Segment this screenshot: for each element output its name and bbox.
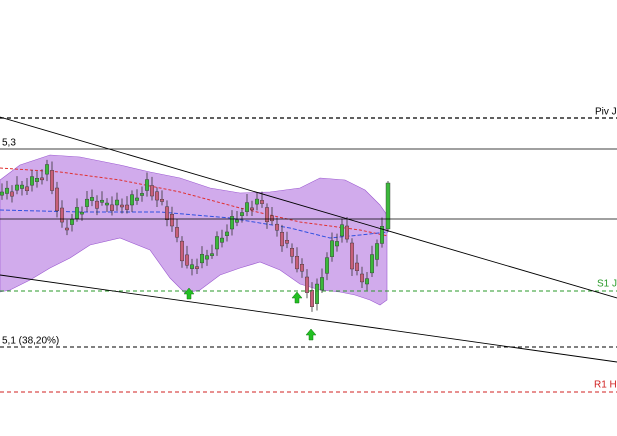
candle-body <box>119 204 124 208</box>
candle-body <box>280 231 285 247</box>
candle-body <box>84 198 89 207</box>
candle-body <box>45 164 50 175</box>
candle-body <box>375 243 380 260</box>
candle-body <box>50 170 55 191</box>
arrow-up <box>183 287 195 300</box>
candle-body <box>64 227 69 231</box>
candle-body <box>134 197 139 201</box>
candle-body <box>89 197 94 201</box>
candle-body <box>285 239 290 244</box>
candle-body <box>79 211 84 215</box>
candle-body <box>290 247 295 257</box>
candle-body <box>305 276 310 293</box>
candle-body <box>244 202 249 212</box>
trendline <box>0 274 617 363</box>
moving-average-red <box>0 167 389 237</box>
candle-body <box>144 179 149 191</box>
candle-body <box>60 207 65 223</box>
arrow-up <box>291 291 303 304</box>
candle-body <box>169 214 174 227</box>
candle-body <box>94 200 99 209</box>
candle-body <box>370 254 375 274</box>
candle-body <box>129 194 134 206</box>
candle-body <box>179 240 184 262</box>
candle-body <box>189 264 194 269</box>
candle-body <box>40 177 45 181</box>
candle-body <box>224 231 229 236</box>
candle-body <box>330 240 335 257</box>
s1-label: S1 J <box>597 279 617 290</box>
candle-body <box>204 255 209 260</box>
candle-body <box>20 184 25 189</box>
candle-body <box>149 185 154 197</box>
candle-body <box>99 199 104 203</box>
candle-body <box>385 182 391 230</box>
candle-body <box>219 237 224 243</box>
candle-body <box>315 283 320 304</box>
arrow-up <box>305 328 317 341</box>
candle-body <box>214 236 219 250</box>
candle-body <box>295 256 300 270</box>
candle-body <box>104 202 109 206</box>
candle-body <box>365 278 370 285</box>
candle-body <box>69 219 74 225</box>
candle-body <box>35 178 40 182</box>
candle-body <box>124 204 129 210</box>
candle-body <box>184 254 189 266</box>
trendline <box>0 116 617 299</box>
signal-arrows <box>183 287 317 341</box>
candle-body <box>350 242 355 270</box>
candle-body <box>229 216 234 230</box>
candle-body <box>30 176 35 186</box>
candle-body <box>194 266 199 269</box>
candle-body <box>199 253 204 264</box>
candle-body <box>340 224 345 237</box>
candle-body <box>55 187 60 212</box>
candle-body <box>74 207 79 219</box>
candle-body <box>174 227 179 238</box>
candle-body <box>325 257 330 274</box>
moving-average-blue <box>0 209 389 239</box>
candle-body <box>260 200 265 204</box>
candle-body <box>320 277 325 291</box>
candle-body <box>109 204 114 211</box>
candle-body <box>139 193 144 196</box>
candle-body <box>234 219 239 223</box>
pivot-label: Piv J <box>595 107 617 118</box>
candle-body <box>265 207 270 223</box>
candle-body <box>159 199 164 202</box>
candle-body <box>355 262 360 271</box>
candle-body <box>380 226 385 244</box>
candle-body <box>14 184 19 191</box>
r1-label: R1 H <box>594 380 617 391</box>
candle-body <box>310 290 315 307</box>
candle-body <box>114 199 119 206</box>
candle-body <box>239 212 244 216</box>
candle-body <box>345 225 350 240</box>
candle-body <box>25 186 30 192</box>
candle-body <box>335 241 340 247</box>
candle-body <box>4 187 9 194</box>
candle-body <box>164 206 169 220</box>
candle-body <box>9 191 14 197</box>
candle-body <box>209 253 214 256</box>
candle-body <box>270 215 275 222</box>
fib-label: 5,1 (38,20%) <box>2 336 59 347</box>
candle-body <box>0 191 4 196</box>
candles <box>0 159 391 312</box>
candle-body <box>275 223 280 231</box>
envelope-band <box>0 154 388 306</box>
candle-body <box>300 264 305 272</box>
candle-body <box>360 273 365 283</box>
candle-body <box>254 198 259 205</box>
level-label: 5,3 <box>2 138 16 149</box>
candle-body <box>249 207 254 211</box>
candle-body <box>154 191 159 201</box>
